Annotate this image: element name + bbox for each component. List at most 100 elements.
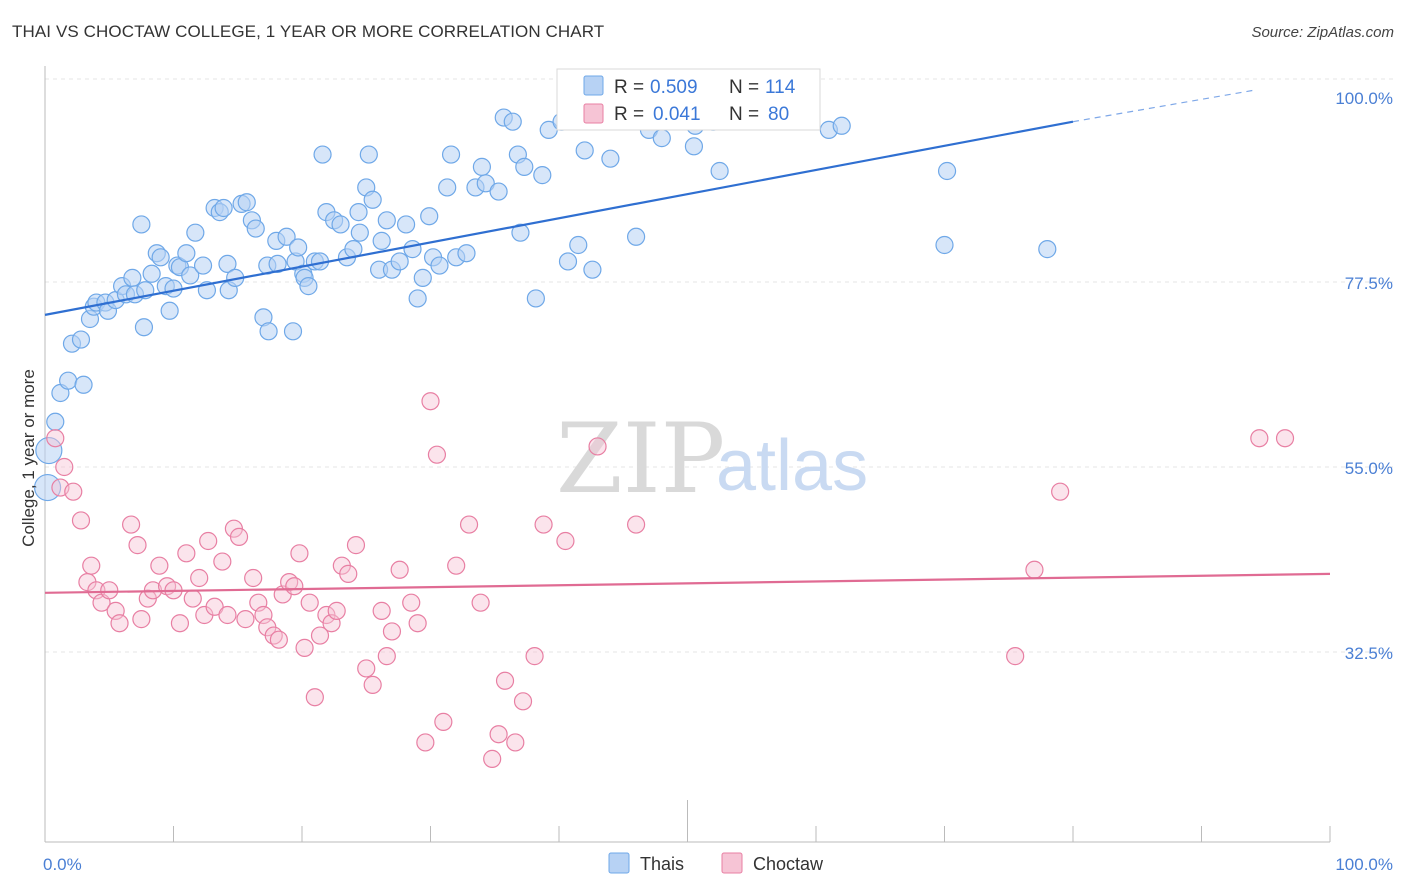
point-thais — [350, 223, 369, 242]
point-choctaw — [483, 749, 502, 768]
y-tick-label: 100.0% — [1335, 89, 1393, 108]
point-choctaw — [382, 622, 402, 641]
watermark-atlas: atlas — [716, 426, 868, 506]
point-choctaw — [190, 568, 209, 588]
point-choctaw — [132, 610, 151, 629]
point-choctaw — [327, 601, 346, 620]
y-tick-label: 77.5% — [1345, 274, 1393, 293]
watermark: ZIP atlas — [556, 403, 868, 515]
point-choctaw — [55, 457, 74, 477]
point-thais — [71, 330, 91, 349]
legend-n-label-thais: N = — [729, 77, 759, 98]
point-thais — [441, 145, 461, 164]
point-thais — [511, 223, 530, 242]
point-thais — [583, 260, 602, 279]
point-thais — [132, 215, 151, 234]
point-thais — [420, 207, 439, 226]
point-choctaw — [489, 725, 508, 744]
point-thais — [160, 301, 179, 320]
legend-r-value-choctaw: 0.041 — [653, 104, 701, 125]
point-choctaw — [213, 552, 232, 571]
point-thais — [268, 254, 287, 274]
watermark-zip: ZIP — [556, 403, 725, 515]
point-thais — [601, 149, 620, 168]
point-choctaw — [244, 568, 263, 588]
point-choctaw — [513, 692, 533, 711]
point-choctaw — [1250, 429, 1269, 448]
point-thais — [626, 227, 646, 246]
bottom-legend-swatch-thais — [608, 852, 630, 874]
point-choctaw — [170, 614, 190, 633]
point-choctaw — [525, 647, 544, 666]
point-choctaw — [626, 515, 646, 534]
point-thais — [526, 289, 545, 308]
point-thais — [710, 161, 729, 181]
point-choctaw — [305, 688, 324, 707]
point-choctaw — [346, 536, 366, 555]
y-axis-label: College, 1 year or more — [19, 369, 38, 547]
correlation-legend: R = 0.509 N = 114 R = 0.041 N = 80 — [556, 68, 821, 131]
point-choctaw — [295, 638, 314, 657]
legend-n-label-choctaw: N = — [729, 104, 759, 125]
point-thais — [377, 211, 396, 230]
point-thais — [134, 318, 154, 337]
point-thais — [438, 178, 457, 197]
point-choctaw — [177, 544, 196, 563]
point-thais — [832, 116, 851, 135]
point-choctaw — [150, 556, 169, 575]
point-choctaw — [534, 515, 553, 534]
point-thais — [142, 264, 161, 283]
chart-title: THAI VS CHOCTAW COLLEGE, 1 YEAR OR MORE … — [12, 22, 605, 41]
point-choctaw — [128, 536, 147, 555]
point-choctaw — [64, 482, 83, 501]
point-choctaw — [290, 544, 309, 563]
bottom-legend-label-choctaw: Choctaw — [753, 854, 824, 874]
point-choctaw — [71, 511, 91, 530]
point-choctaw — [377, 647, 396, 666]
point-thais — [472, 157, 491, 176]
point-thais — [193, 256, 213, 275]
legend-r-label-thais: R = — [614, 77, 644, 98]
point-thais — [181, 266, 200, 285]
point-choctaw — [434, 712, 453, 731]
series-legend: Thais Choctaw — [608, 852, 824, 874]
point-thais — [396, 215, 416, 234]
legend-n-value-choctaw: 80 — [768, 104, 789, 125]
x-tick-label: 0.0% — [43, 855, 82, 874]
point-choctaw — [110, 614, 129, 633]
point-thais — [218, 254, 237, 274]
trend-lines — [44, 89, 1331, 594]
point-thais — [476, 174, 495, 193]
point-thais — [186, 223, 205, 242]
y-tick-label: 32.5% — [1345, 644, 1393, 663]
point-choctaw — [269, 630, 288, 649]
point-thais — [259, 322, 278, 341]
bottom-legend-swatch-choctaw — [721, 852, 743, 874]
legend-r-label-choctaw: R = — [614, 104, 644, 125]
point-thais — [1038, 240, 1057, 259]
point-choctaw — [1051, 482, 1070, 501]
point-thais — [515, 157, 534, 176]
point-choctaw — [1275, 429, 1295, 448]
legend-r-value-thais: 0.509 — [650, 77, 698, 98]
point-choctaw — [121, 515, 141, 534]
point-thais — [313, 145, 332, 164]
point-choctaw — [506, 733, 525, 752]
point-thais — [46, 412, 65, 431]
point-thais — [177, 244, 196, 263]
point-choctaw — [46, 429, 65, 448]
point-choctaw — [339, 564, 358, 583]
point-thais — [289, 238, 308, 257]
point-thais — [151, 248, 170, 267]
data-points — [33, 96, 1295, 768]
legend-swatch-choctaw — [583, 103, 604, 124]
source-credit: Source: ZipAtlas.com — [1251, 24, 1394, 41]
point-choctaw — [236, 610, 255, 629]
point-thais — [390, 252, 409, 271]
point-thais — [372, 231, 391, 250]
point-choctaw — [100, 581, 119, 600]
point-thais — [403, 240, 422, 259]
point-choctaw — [229, 527, 249, 546]
point-choctaw — [390, 560, 409, 579]
point-thais — [74, 375, 93, 394]
